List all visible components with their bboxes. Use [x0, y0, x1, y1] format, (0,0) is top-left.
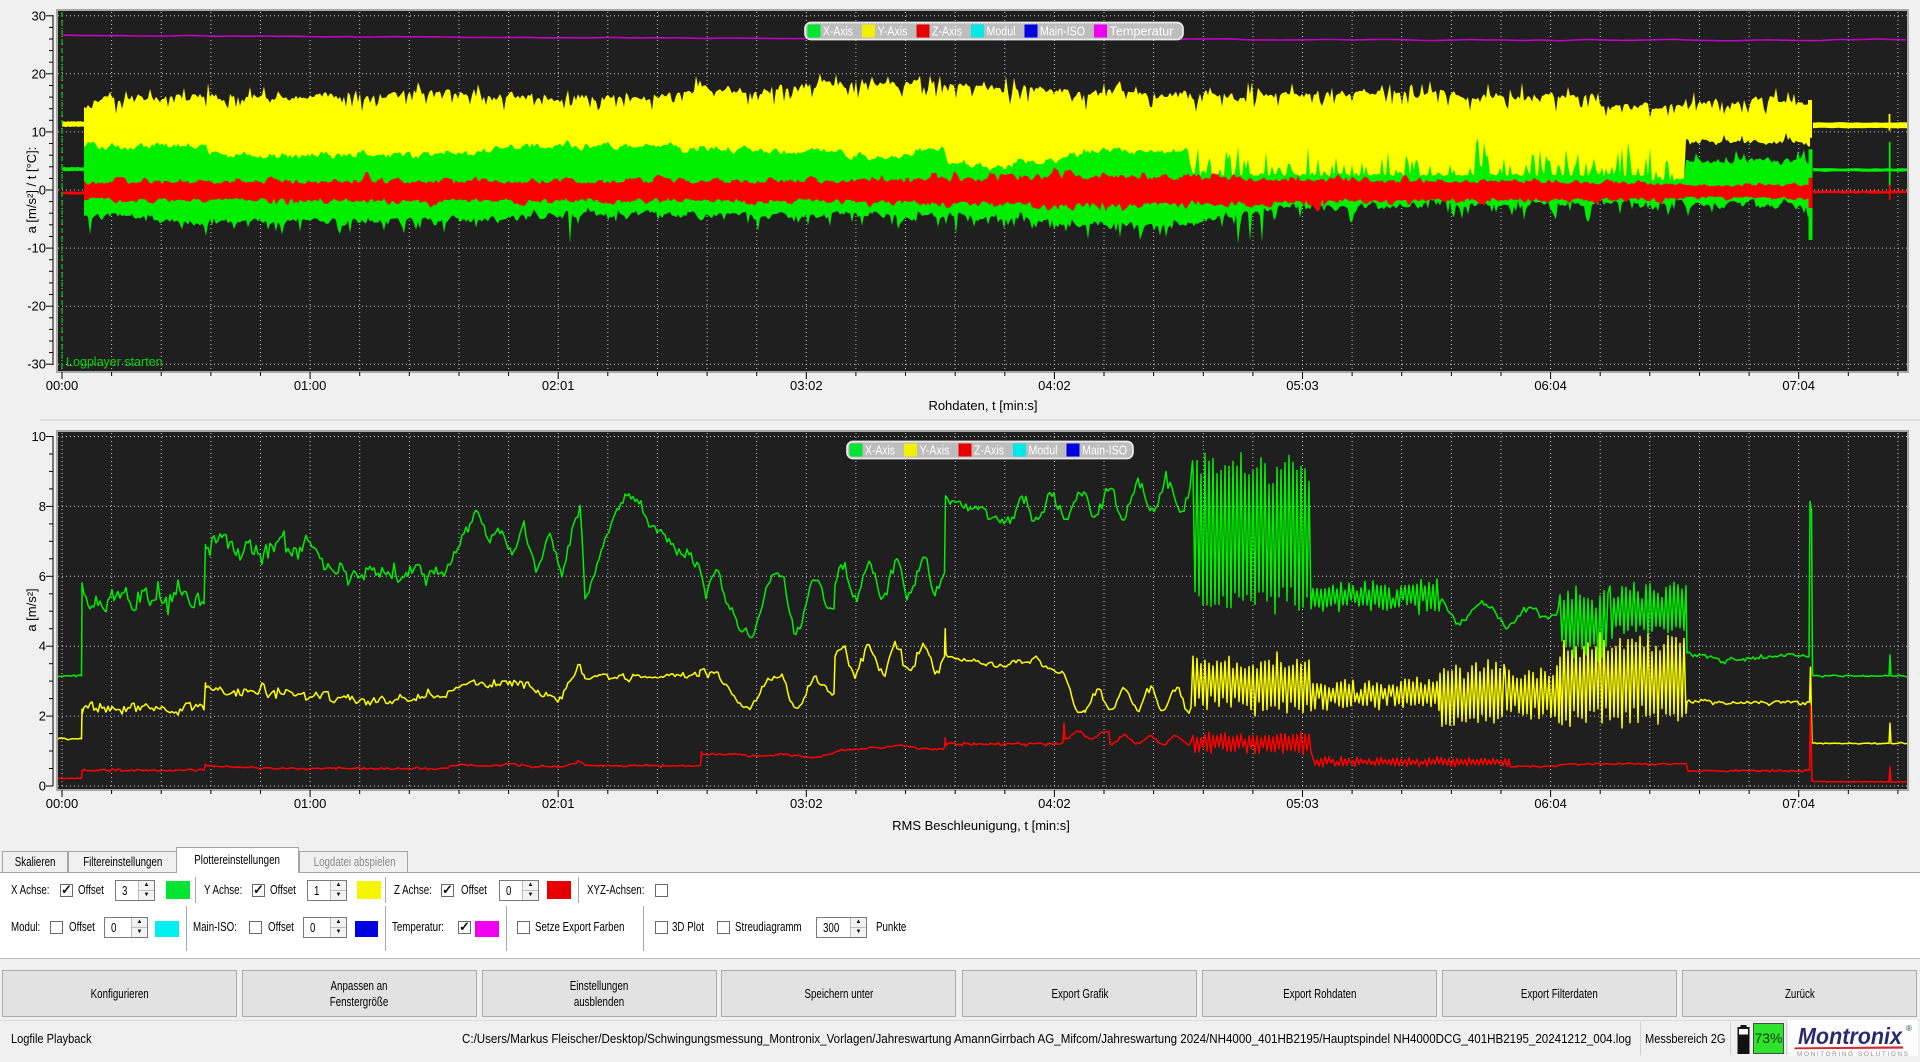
svg-text:01:00: 01:00 [294, 378, 327, 393]
svg-text:0: 0 [39, 183, 46, 198]
svg-text:4: 4 [39, 639, 46, 654]
svg-text:02:01: 02:01 [542, 378, 575, 393]
svg-text:a [m/s²] / t [°C]:: a [m/s²] / t [°C]: [24, 147, 39, 234]
svg-text:0: 0 [39, 779, 46, 794]
svg-text:00:00: 00:00 [46, 378, 79, 393]
svg-text:30: 30 [32, 8, 46, 23]
svg-text:20: 20 [32, 66, 46, 81]
svg-text:Rohdaten, t [min:s]: Rohdaten, t [min:s] [928, 398, 1037, 413]
svg-text:06:04: 06:04 [1534, 796, 1567, 811]
svg-text:Modul: Modul [987, 25, 1016, 39]
svg-text:-10: -10 [27, 241, 46, 256]
svg-text:X-Axis: X-Axis [865, 444, 895, 458]
svg-text:Montronix: Montronix [1798, 1023, 1903, 1049]
svg-text:07:04: 07:04 [1782, 378, 1815, 393]
svg-text:Z-Axis: Z-Axis [974, 444, 1004, 458]
svg-text:®: ® [1906, 1024, 1912, 1033]
svg-text:10: 10 [32, 429, 46, 444]
svg-text:Main-ISO: Main-ISO [1082, 444, 1127, 458]
svg-text:2: 2 [39, 709, 46, 724]
svg-text:10: 10 [32, 124, 46, 139]
svg-text:-20: -20 [27, 299, 46, 314]
svg-text:Logplayer starten: Logplayer starten [66, 355, 163, 369]
svg-text:06:04: 06:04 [1534, 378, 1567, 393]
svg-text:X-Axis: X-Axis [823, 25, 853, 39]
svg-text:04:02: 04:02 [1038, 378, 1071, 393]
svg-text:-30: -30 [27, 357, 46, 372]
svg-text:Modul: Modul [1029, 444, 1058, 458]
svg-text:a [m/s²]: a [m/s²] [24, 588, 39, 631]
svg-text:MONITORING SOLUTIONS: MONITORING SOLUTIONS [1797, 1051, 1910, 1057]
svg-text:Z-Axis: Z-Axis [932, 25, 962, 39]
svg-text:05:03: 05:03 [1286, 378, 1319, 393]
svg-text:07:04: 07:04 [1782, 796, 1815, 811]
svg-text:6: 6 [39, 569, 46, 584]
svg-text:05:03: 05:03 [1286, 796, 1319, 811]
svg-text:RMS Beschleunigung, t [min:s]: RMS Beschleunigung, t [min:s] [892, 818, 1070, 833]
svg-text:8: 8 [39, 499, 46, 514]
svg-text:Temperatur: Temperatur [1110, 25, 1174, 39]
svg-text:Main-ISO: Main-ISO [1040, 25, 1085, 39]
svg-text:01:00: 01:00 [294, 796, 327, 811]
svg-text:Y-Axis: Y-Axis [878, 25, 908, 39]
svg-text:04:02: 04:02 [1038, 796, 1071, 811]
svg-text:Y-Axis: Y-Axis [920, 444, 950, 458]
svg-text:00:00: 00:00 [46, 796, 79, 811]
svg-text:02:01: 02:01 [542, 796, 575, 811]
svg-text:03:02: 03:02 [790, 378, 823, 393]
svg-text:03:02: 03:02 [790, 796, 823, 811]
